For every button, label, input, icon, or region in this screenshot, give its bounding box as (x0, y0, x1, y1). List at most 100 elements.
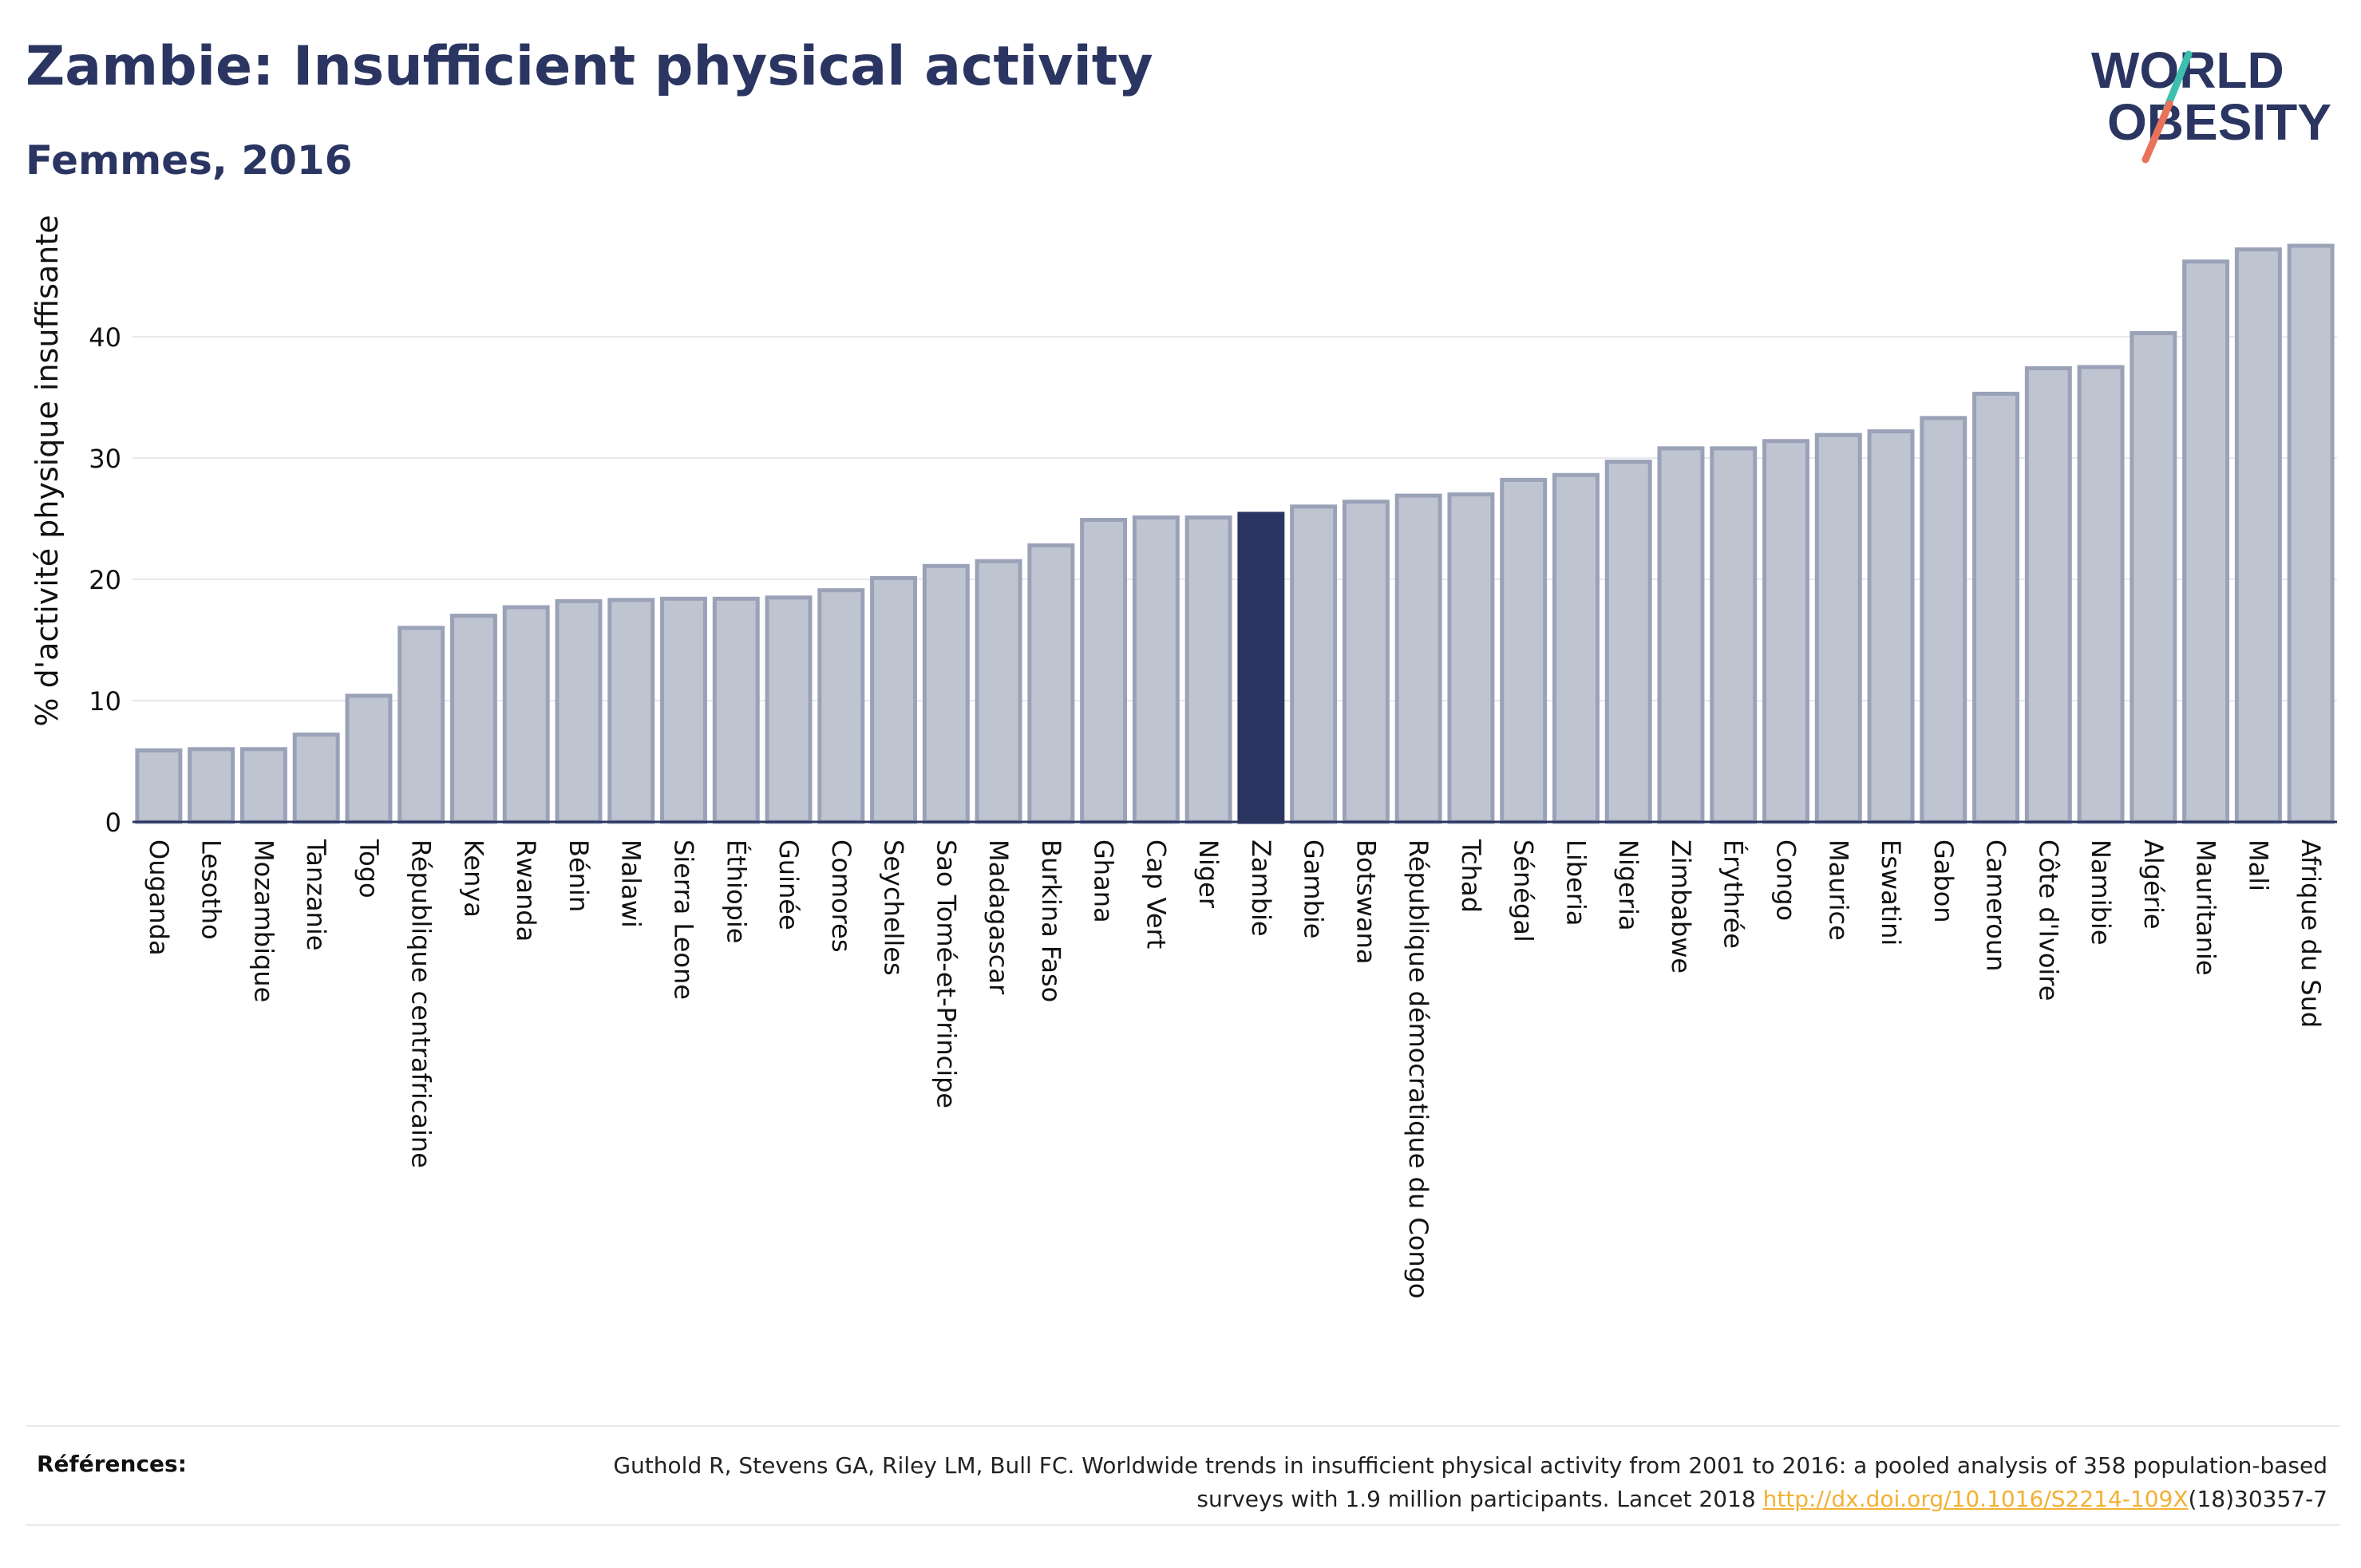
references-suffix: (18)30357-7 (2188, 1486, 2327, 1512)
x-tick-label: Liberia (1560, 839, 1591, 926)
bar (1814, 432, 1862, 824)
chart-title: Zambie: Insufficient physical activity (26, 35, 1153, 98)
x-tick-label: Kenya (458, 839, 488, 918)
x-tick-label: Comores (826, 839, 856, 952)
x-tick-label: Sénégal (1509, 839, 1539, 942)
x-tick-label: Lesotho (196, 839, 227, 940)
bar (1867, 429, 1915, 824)
bar (817, 588, 865, 824)
x-tick-label: Gabon (1928, 839, 1959, 923)
x-tick-label: Guinée (773, 839, 804, 930)
chart-subtitle: Femmes, 2016 (26, 137, 353, 184)
y-tick-label: 20 (89, 565, 121, 595)
bar (1604, 460, 1652, 824)
y-tick-label: 10 (89, 686, 121, 717)
references-text: Guthold R, Stevens GA, Riley LM, Bull FC… (571, 1449, 2327, 1516)
bar (1080, 518, 1128, 824)
x-tick-label: Mozambique (248, 839, 279, 1002)
bar (135, 748, 183, 824)
x-tick-label: République centrafricaine (406, 839, 437, 1168)
bar (2130, 330, 2177, 824)
x-tick-label: Sao Tomé-et-Principe (931, 839, 961, 1108)
bar (765, 595, 813, 824)
bar (2287, 243, 2335, 824)
references-label: Références: (37, 1451, 187, 1477)
bar-chart: 0 10 20 30 40 % d'activité physique insuffisa… (30, 215, 2337, 1298)
x-tick-label: Nigeria (1613, 839, 1643, 930)
x-tick-label: Ghana (1089, 839, 1119, 923)
bar (2024, 366, 2072, 824)
bar (1394, 493, 1442, 824)
bar (2077, 365, 2125, 824)
x-tick-label: Tchad (1456, 839, 1486, 913)
bar (870, 575, 918, 824)
bar (1762, 439, 1809, 824)
bar (449, 614, 497, 824)
x-tick-label: Rwanda (511, 839, 541, 942)
x-tick-label: Namibie (2086, 839, 2116, 946)
bar (1972, 391, 2020, 824)
x-tick-label: Togo (354, 839, 384, 899)
bar (975, 559, 1022, 824)
references-divider-top (26, 1425, 2340, 1427)
logo-slash-coral (2142, 100, 2173, 164)
x-tick-label: Algérie (2138, 839, 2169, 930)
x-tick-label: Mauritanie (2191, 839, 2221, 976)
bar (292, 733, 340, 824)
bar (188, 747, 235, 824)
x-tick-label: Burkina Faso (1036, 839, 1066, 1002)
bar (1447, 492, 1495, 824)
x-tick-label: Malawi (616, 839, 647, 928)
bar (2182, 259, 2230, 824)
x-tick-label: Sierra Leone (669, 839, 699, 1000)
x-tick-label: Niger (1193, 839, 1224, 909)
x-tick-label: Eswatini (1876, 839, 1906, 946)
bar (922, 563, 970, 824)
bar (345, 693, 393, 824)
x-tick-label: Côte d'Ivoire (2033, 839, 2063, 1001)
x-tick-label: Madagascar (983, 839, 1014, 995)
x-tick-label: Gambie (1299, 839, 1329, 938)
y-tick-label: 30 (89, 444, 121, 474)
bar (1500, 477, 1548, 824)
bar (607, 598, 655, 824)
x-tick-label: Congo (1771, 839, 1801, 921)
bar (502, 605, 550, 824)
x-tick-label: Mali (2243, 839, 2273, 891)
references-divider-bottom (26, 1524, 2340, 1526)
y-axis-title: % d'activité physique insuffisante (30, 215, 65, 726)
y-tick-label: 40 (89, 322, 121, 353)
references-doi-link[interactable]: http://dx.doi.org/10.1016/S2214-109X (1762, 1486, 2189, 1512)
x-tick-label: République démocratique du Congo (1403, 839, 1434, 1298)
bar (1920, 416, 1968, 824)
x-tick-label: Érythrée (1718, 839, 1749, 949)
x-tick-label: Bénin (564, 839, 594, 912)
world-obesity-logo: WORLD OBESITY (2075, 32, 2347, 176)
bar (1657, 446, 1705, 824)
x-tick-label: Zimbabwe (1666, 839, 1696, 974)
bar (1552, 472, 1600, 824)
x-tick-label: Maurice (1823, 839, 1853, 941)
x-tick-label: Zambie (1246, 839, 1276, 937)
bar (555, 598, 603, 824)
bar (1342, 500, 1390, 824)
x-tick-label: Éthiopie (721, 839, 751, 943)
x-tick-label: Tanzanie (301, 839, 331, 950)
x-tick-label: Cameroun (1981, 839, 2011, 971)
x-tick-label: Botswana (1351, 839, 1381, 964)
bar (1237, 511, 1285, 824)
logo-slash-teal (2163, 50, 2193, 112)
references-citation: Guthold R, Stevens GA, Riley LM, Bull FC… (613, 1452, 2327, 1512)
bar (712, 596, 760, 824)
bar (239, 747, 287, 824)
x-tick-label: Ouganda (144, 839, 174, 956)
bar (1710, 446, 1758, 824)
x-tick-label: Afrique du Sud (2296, 839, 2326, 1028)
y-tick-label: 0 (105, 808, 121, 838)
logo-line2: OBESITY (2107, 93, 2331, 151)
bar (397, 626, 445, 824)
x-tick-label: Seychelles (879, 839, 909, 976)
bar (1184, 515, 1232, 824)
x-tick-label: Cap Vert (1141, 839, 1171, 949)
bar (1132, 515, 1180, 824)
